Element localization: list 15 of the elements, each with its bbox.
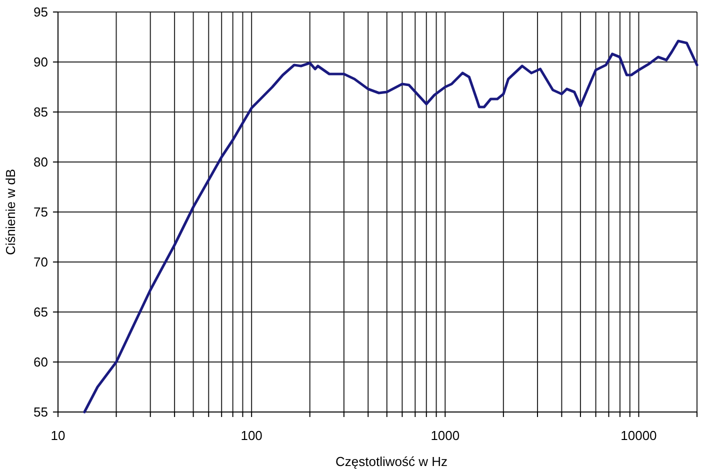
x-axis-title: Częstotliwość w Hz (336, 454, 448, 469)
y-tick-label: 90 (34, 54, 48, 70)
y-tick-label: 85 (34, 104, 48, 120)
y-tick-label: 80 (34, 154, 48, 170)
y-tick-label: 60 (34, 354, 48, 370)
y-axis-title: Ciśnienie w dB (3, 169, 18, 255)
y-tick-label: 95 (34, 4, 48, 20)
x-tick-label: 1000 (430, 428, 460, 443)
y-tick-label: 75 (34, 204, 48, 220)
y-tick-label: 55 (34, 404, 48, 420)
x-tick-label: 100 (240, 428, 262, 443)
y-tick-label: 65 (34, 304, 48, 320)
x-tick-label: 10000 (620, 428, 657, 443)
y-tick-label: 70 (34, 254, 48, 270)
x-tick-label: 10 (50, 428, 66, 443)
